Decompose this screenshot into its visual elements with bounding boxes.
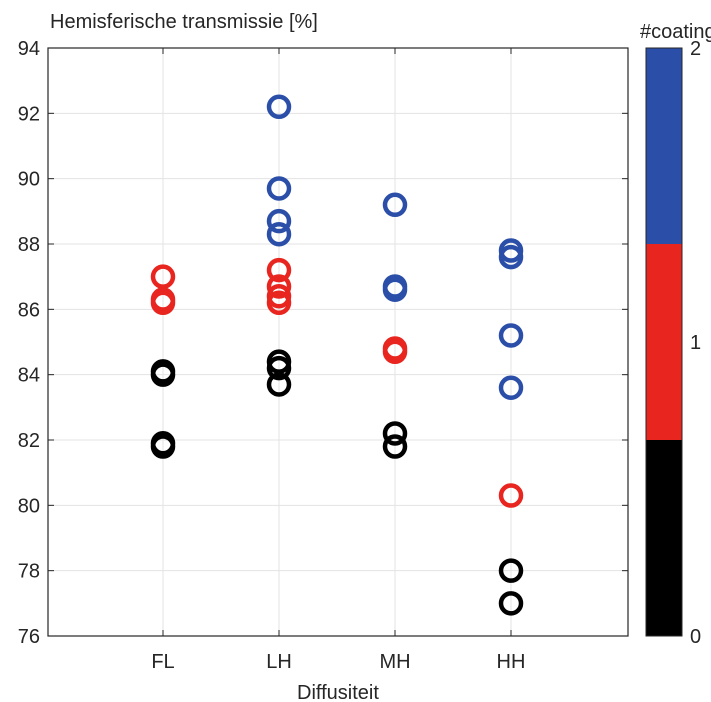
data-point-coating-1	[150, 290, 176, 316]
x-axis-ticks: FL LH MH HH	[151, 48, 525, 673]
y-tick-label: 84	[18, 365, 40, 387]
grid	[48, 47, 628, 637]
data-point-coating-0	[382, 434, 408, 459]
x-tick-label: LH	[266, 651, 292, 673]
data-point-coating-2	[266, 94, 292, 120]
data-point-coating-1	[266, 257, 292, 283]
y-axis-ticks: 76 78 80 82 84 86 88 90 92 94	[18, 38, 628, 648]
data-point-coating-2	[266, 176, 292, 201]
x-tick-label: HH	[497, 651, 526, 673]
data-point-coating-2	[498, 375, 524, 400]
y-tick-label: 90	[18, 169, 40, 191]
colorbar-segment	[646, 48, 682, 244]
chart-title: Hemisferische transmissie [%]	[50, 11, 318, 33]
data-point-coating-2	[498, 244, 524, 270]
data-point-coating-0	[382, 421, 408, 446]
colorbar-tick-label: 0	[690, 626, 701, 648]
y-tick-label: 92	[18, 103, 40, 125]
axes-box	[47, 47, 629, 637]
data-point-coating-2	[498, 323, 524, 348]
data-point-coating-0	[266, 372, 292, 397]
y-tick-label: 78	[18, 561, 40, 583]
data-points	[150, 94, 524, 616]
data-point-coating-2	[382, 277, 408, 302]
data-point-coating-0	[498, 558, 524, 583]
x-axis-label: Diffusiteit	[297, 682, 379, 702]
data-point-coating-2	[266, 208, 292, 234]
y-tick-label: 86	[18, 299, 40, 321]
data-point-coating-0	[266, 355, 292, 381]
colorbar-segment	[646, 440, 682, 636]
colorbar-label: #coating	[640, 21, 711, 43]
data-point-coating-0	[150, 434, 176, 459]
colorbar-tick-label: 2	[690, 38, 701, 60]
data-point-coating-1	[266, 290, 292, 316]
data-point-coating-1	[150, 264, 176, 289]
y-tick-label: 88	[18, 234, 40, 256]
data-point-coating-2	[266, 221, 292, 247]
data-point-coating-0	[498, 591, 524, 616]
y-tick-label: 80	[18, 495, 40, 517]
data-point-coating-1	[382, 339, 408, 365]
data-point-coating-1	[266, 274, 292, 299]
data-point-coating-2	[382, 192, 408, 218]
y-tick-label: 94	[18, 38, 40, 60]
colorbar: 0 1 2	[645, 38, 701, 648]
x-tick-label: FL	[151, 651, 174, 673]
data-point-coating-0	[150, 362, 176, 387]
data-point-coating-1	[498, 483, 524, 508]
colorbar-frame	[645, 47, 683, 637]
y-tick-label: 82	[18, 430, 40, 452]
colorbar-segment	[646, 244, 682, 440]
x-tick-label: MH	[379, 651, 410, 673]
y-tick-label: 76	[18, 626, 40, 648]
colorbar-tick-label: 1	[690, 332, 701, 354]
